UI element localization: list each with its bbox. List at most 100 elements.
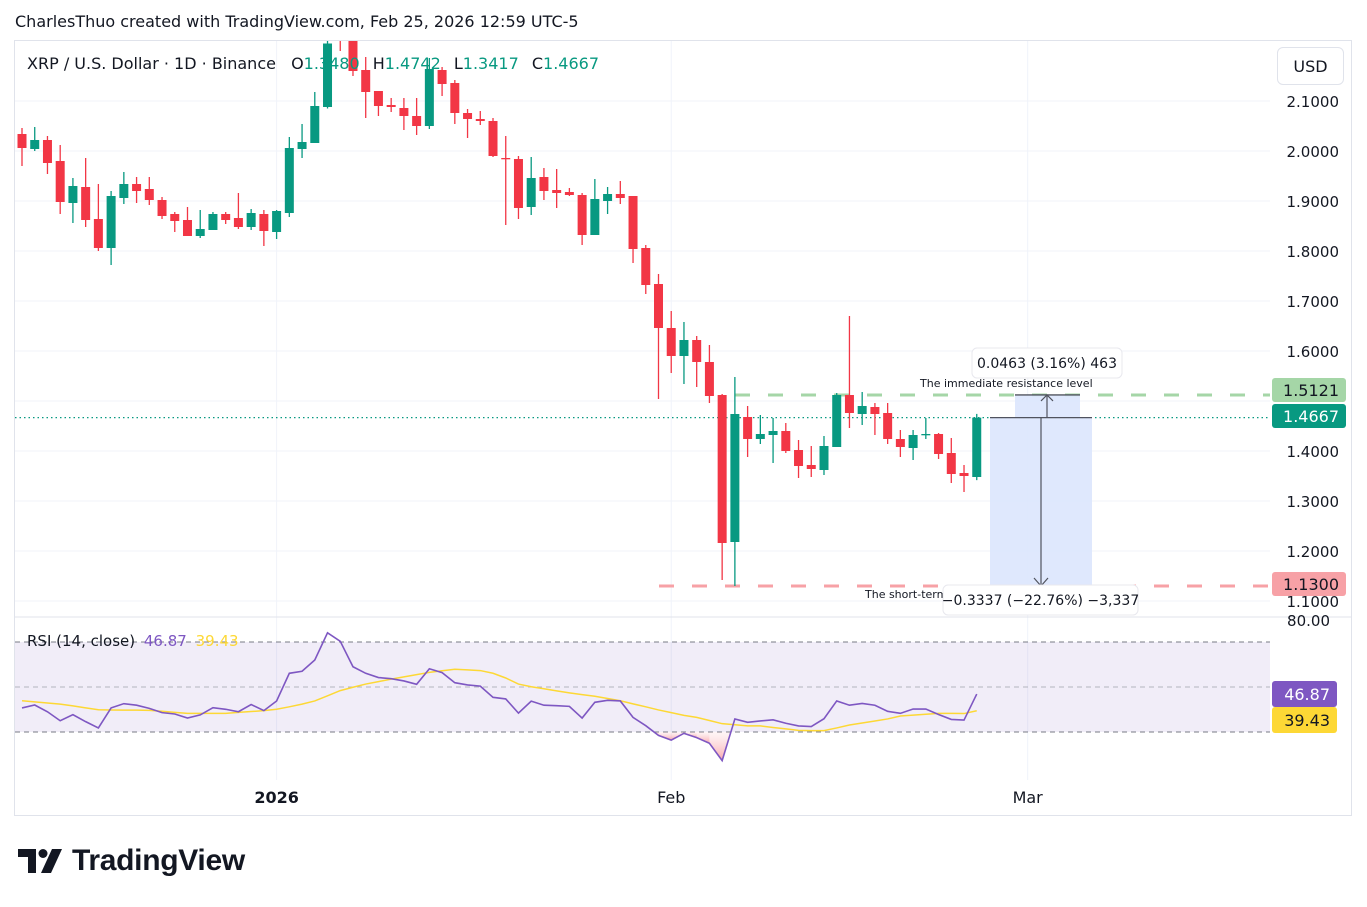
candle-body (68, 186, 78, 203)
candle-body (501, 158, 511, 160)
candle-body (921, 434, 931, 436)
candle-down (552, 169, 562, 208)
candle-down (361, 57, 371, 118)
measure-down-label-bg (942, 584, 1139, 616)
candle-down (336, 11, 345, 51)
candle-body (182, 220, 192, 236)
candle-down (182, 207, 192, 236)
support-price-label: 1.1300 (1272, 572, 1346, 596)
candle-down (959, 465, 969, 492)
candle-body (348, 41, 358, 71)
candle-down (615, 181, 625, 204)
rsi-ma-value-label-text: 39.43 (1284, 711, 1330, 730)
candle-body (157, 200, 167, 216)
tradingview-logo[interactable]: TradingView (18, 844, 245, 878)
time-tick-label: Mar (1013, 788, 1044, 807)
price-tick-label: 1.2000 (1287, 543, 1340, 561)
legend-close-label: C (532, 54, 543, 73)
candle-body (323, 43, 333, 107)
candle-body (259, 214, 269, 231)
candle-down (463, 109, 473, 138)
candle-body (628, 196, 638, 249)
candle-body (310, 106, 320, 143)
candle-body (743, 417, 753, 439)
legend-open-label: O (291, 54, 304, 73)
candle-down (666, 311, 676, 373)
candle-down (743, 406, 753, 457)
candle-body (615, 194, 625, 198)
candle-body (488, 121, 498, 156)
candle-body (119, 184, 129, 198)
currency-button[interactable]: USD (1277, 47, 1344, 85)
candle-down (895, 430, 905, 457)
candle-up (819, 436, 829, 475)
candle-down (577, 193, 587, 245)
candle-body (373, 91, 383, 106)
candle-body (666, 328, 676, 356)
time-axis[interactable]: 2026 Feb Mar (254, 788, 1043, 807)
candle-body (564, 192, 574, 195)
candle-up (755, 415, 765, 444)
candle-down (692, 336, 702, 387)
candle-up (908, 430, 918, 460)
price-tick-label: 2.1000 (1287, 93, 1340, 111)
candle-body (857, 406, 867, 414)
support-price-label-text: 1.1300 (1283, 575, 1339, 594)
rsi-ma-line (21, 668, 977, 732)
candle-up (310, 92, 320, 143)
rsi-value-label: 46.87 (1272, 681, 1337, 707)
candle-down (233, 193, 243, 229)
candle-up (832, 393, 842, 447)
candle-body (844, 395, 854, 413)
candle-body (106, 196, 116, 248)
price-tick-label: 1.3000 (1287, 493, 1340, 511)
candle-body (539, 177, 549, 191)
legend-close-value: 1.4667 (543, 54, 599, 73)
candle-up (106, 191, 116, 265)
candle-body (463, 113, 473, 119)
price-tick-label: 1.4000 (1287, 443, 1340, 461)
rsi-title: RSI (14, close) (27, 632, 135, 650)
time-tick-label: Feb (657, 788, 685, 807)
rsi-pane (15, 631, 1270, 763)
candle-body (233, 218, 243, 227)
candle-up (297, 124, 307, 158)
rsi-legend-ma-value: 39.43 (196, 632, 239, 650)
support-annotation: The short-term (864, 588, 947, 601)
candle-up (730, 377, 740, 586)
candle-down (654, 274, 663, 399)
candle-body (908, 435, 918, 448)
candle-body (221, 214, 231, 220)
candle-body (895, 439, 905, 447)
candle-body (170, 214, 180, 221)
candle-down (539, 168, 549, 200)
candle-up (972, 413, 982, 481)
candle-body (870, 407, 880, 414)
candle-body (30, 140, 40, 149)
legend-symbol: XRP / U.S. Dollar · 1D · Binance (27, 54, 276, 73)
candle-body (361, 70, 371, 92)
candle-down (221, 212, 231, 224)
candle-down (42, 136, 52, 174)
legend-low-label: L (454, 54, 463, 73)
candle-body (450, 83, 460, 113)
candle-body (730, 414, 740, 542)
candle-body (195, 229, 205, 236)
price-axis[interactable]: 2.1000 2.0000 1.9000 1.8000 1.7000 1.6000 1.40… (1287, 93, 1340, 630)
candle-body (692, 340, 702, 362)
candle-body (42, 140, 52, 163)
candle-down (488, 118, 498, 157)
candle-down (806, 446, 816, 477)
candle-up (679, 322, 689, 384)
current-price-label: 1.4667 (1272, 404, 1346, 428)
rsi-ma-value-label-bg (1272, 707, 1337, 733)
tradingview-logo-icon (18, 849, 62, 873)
candle-down (513, 156, 523, 219)
price-pane: The immediate resistance level The short-… (15, 11, 1270, 601)
candle-body (336, 11, 345, 39)
candle-body (946, 453, 956, 474)
candle-down (628, 196, 638, 263)
arrow-up-icon (1040, 394, 1054, 402)
candle-body (55, 161, 65, 202)
